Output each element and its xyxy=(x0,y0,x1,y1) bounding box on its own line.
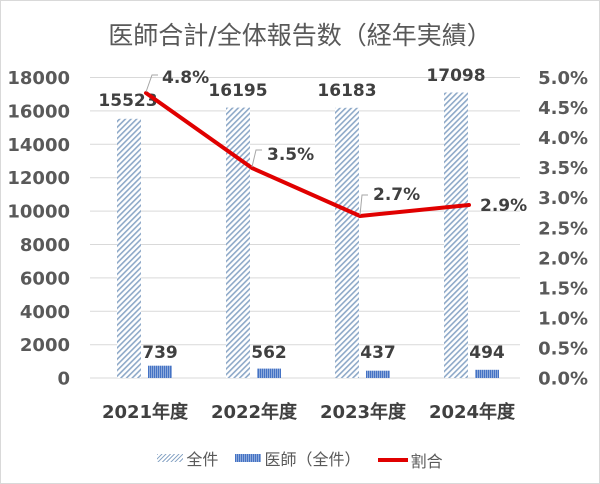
right-tick: 4.0% xyxy=(538,128,588,149)
data-label-total: 17098 xyxy=(426,66,485,86)
left-tick: 14000 xyxy=(7,135,70,156)
leader-lines xyxy=(145,74,368,216)
legend-label: 割合 xyxy=(410,452,443,471)
right-tick: 3.0% xyxy=(538,188,588,209)
bar-doctor-2021 xyxy=(148,365,172,378)
data-label-total: 15523 xyxy=(98,91,157,111)
data-label-doctor: 494 xyxy=(469,343,505,363)
right-tick: 4.5% xyxy=(538,98,588,119)
legend: 全件 医師（全件） 割合 xyxy=(0,446,600,472)
doctor-data-labels: 739 562 437 494 xyxy=(142,343,505,363)
total-data-labels: 15523 16195 16183 17098 xyxy=(98,66,485,111)
ratio-data-labels: 4.8% 3.5% 2.7% 2.9% xyxy=(162,68,527,216)
series-doctor-bars xyxy=(148,365,499,378)
legend-label: 医師（全件） xyxy=(264,450,361,469)
data-label-doctor: 437 xyxy=(360,343,396,363)
category-axis: 2021年度 2022年度 2023年度 2024年度 xyxy=(102,401,516,423)
left-tick: 18000 xyxy=(7,68,70,89)
category-label: 2023年度 xyxy=(320,401,407,423)
left-tick: 6000 xyxy=(20,268,70,289)
data-label-ratio: 4.8% xyxy=(162,68,209,88)
hatch-bar-swatch-icon xyxy=(157,454,184,462)
chart-title: 医師合計/全体報告数（経年実績） xyxy=(108,21,492,50)
data-label-total: 16195 xyxy=(208,81,267,101)
series-ratio-line xyxy=(144,91,471,218)
category-label: 2021年度 xyxy=(102,401,189,423)
left-tick: 2000 xyxy=(20,335,70,356)
right-tick: 1.5% xyxy=(538,279,588,300)
bar-total-2023 xyxy=(335,107,359,379)
bar-doctor-2023 xyxy=(366,370,390,378)
data-label-doctor: 739 xyxy=(142,343,178,363)
bar-total-2024 xyxy=(444,92,468,378)
left-tick: 12000 xyxy=(7,168,70,189)
right-tick: 2.0% xyxy=(538,249,588,270)
data-label-doctor: 562 xyxy=(251,343,287,363)
right-tick: 0.5% xyxy=(538,339,588,360)
right-tick: 5.0% xyxy=(538,68,588,89)
legend-label: 全件 xyxy=(186,450,219,469)
left-tick: 16000 xyxy=(7,101,70,122)
legend-item-doctor: 医師（全件） xyxy=(235,446,361,470)
data-label-ratio: 2.9% xyxy=(480,196,527,216)
bar-doctor-2022 xyxy=(257,368,281,378)
left-tick: 10000 xyxy=(7,202,70,223)
left-tick: 8000 xyxy=(20,235,70,256)
left-tick: 0 xyxy=(57,369,70,390)
legend-item-ratio: 割合 xyxy=(377,448,443,472)
legend-item-total: 全件 xyxy=(157,446,218,470)
data-label-total: 16183 xyxy=(317,81,376,101)
left-axis: 18000 16000 14000 12000 10000 8000 6000 … xyxy=(7,68,70,390)
data-label-ratio: 2.7% xyxy=(373,185,420,205)
red-line-swatch-icon xyxy=(377,458,408,462)
category-label: 2024年度 xyxy=(429,401,516,423)
category-label: 2022年度 xyxy=(211,401,298,423)
bar-total-2022 xyxy=(226,107,250,378)
right-tick: 0.0% xyxy=(538,369,588,390)
left-tick: 4000 xyxy=(20,302,70,323)
dotted-bar-swatch-icon xyxy=(235,454,262,462)
bar-total-2021 xyxy=(117,118,141,379)
right-axis: 5.0% 4.5% 4.0% 3.5% 3.0% 2.5% 2.0% 1.5% … xyxy=(538,68,588,390)
series-total-bars xyxy=(117,92,468,379)
right-tick: 2.5% xyxy=(538,219,588,240)
data-label-ratio: 3.5% xyxy=(267,145,314,165)
right-tick: 1.0% xyxy=(538,309,588,330)
right-tick: 3.5% xyxy=(538,158,588,179)
bar-doctor-2024 xyxy=(475,369,499,378)
